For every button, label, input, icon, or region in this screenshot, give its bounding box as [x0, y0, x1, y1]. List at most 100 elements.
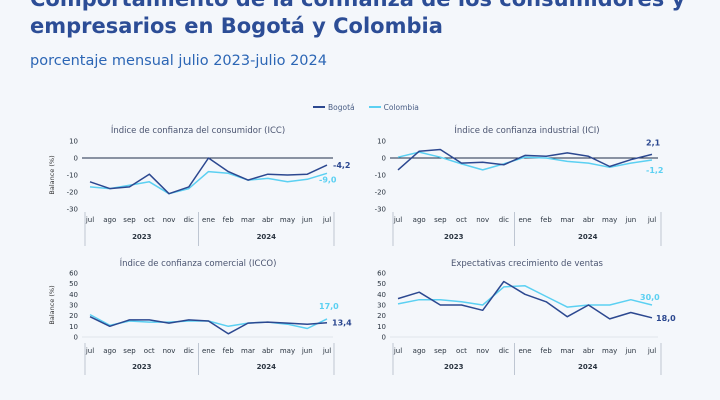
chart-legend: Bogotá Colombia	[313, 101, 433, 113]
ici-x-tick-label: abr	[583, 216, 595, 224]
icco-x-tick-label: abr	[262, 347, 274, 355]
icc-y-tick-label: -30	[67, 206, 78, 214]
ventas-chart-title: Expectativas crecimiento de ventas	[451, 259, 604, 269]
icco-x-tick-label: nov	[163, 347, 176, 355]
ventas-y-tick-label: 30	[377, 302, 386, 310]
ici-x-tick-label: sep	[434, 216, 447, 224]
icco-y-tick-label: 40	[69, 291, 78, 299]
icco-x-tick-label: may	[280, 347, 295, 355]
ici-series-line-colombia	[397, 151, 653, 171]
icc-x-tick-label: nov	[163, 216, 176, 224]
legend-swatch-bogota	[313, 106, 325, 108]
ventas-x-tick-label: jul	[647, 347, 656, 355]
ici-y-tick-label: 10	[377, 138, 386, 146]
icco-y-tick-label: 50	[69, 280, 78, 288]
icco-x-tick-label: oct	[144, 347, 155, 355]
ventas-y-tick-label: 40	[377, 291, 386, 299]
icco-series-line-bogota	[89, 316, 328, 335]
icco-y-tick-label: 30	[69, 302, 78, 310]
icc-x-tick-label: abr	[262, 216, 274, 224]
ici-y-tick-label: -30	[375, 206, 386, 214]
icc-y-axis-label: Balance (%)	[48, 155, 56, 194]
icc-series-line-bogota	[89, 157, 328, 195]
ventas-x-tick-label: ene	[518, 347, 531, 355]
icco-y-axis-label: Balance (%)	[48, 285, 56, 324]
ici-chart-title: Índice de confianza industrial (ICI)	[454, 124, 599, 136]
icco-x-tick-label: ago	[103, 347, 116, 355]
icco-year-label: 2023	[132, 363, 152, 371]
icco-y-tick-label: 10	[69, 323, 78, 331]
ici-x-tick-label: jul	[647, 216, 656, 224]
icco-end-label-colombia: 17,0	[319, 302, 339, 311]
ici-year-label: 2023	[444, 233, 464, 241]
icc-series-line-colombia	[89, 170, 328, 195]
ici-x-tick-label: mar	[560, 216, 574, 224]
ventas-series-line-bogota	[397, 280, 653, 320]
ventas-year-label: 2023	[444, 363, 464, 371]
ici-x-tick-label: oct	[456, 216, 467, 224]
ventas-x-tick-label: abr	[583, 347, 595, 355]
ventas-x-tick-label: may	[602, 347, 617, 355]
icc-x-tick-label: mar	[241, 216, 255, 224]
ventas-y-tick-label: 60	[377, 270, 386, 278]
ventas-series-line-colombia	[397, 285, 653, 308]
legend-item-colombia: Colombia	[368, 103, 419, 112]
icc-x-tick-label: jul	[322, 216, 331, 224]
icc-x-tick-label: ene	[202, 216, 215, 224]
ventas-y-tick-label: 20	[377, 312, 386, 320]
ici-x-tick-label: may	[602, 216, 617, 224]
ventas-end-label-colombia: 30,0	[640, 293, 660, 302]
legend-item-bogota: Bogotá	[313, 103, 355, 112]
ici-end-label-bogota: 2,1	[646, 138, 661, 147]
icco-x-tick-label: jun	[301, 347, 313, 355]
legend-swatch-colombia	[368, 106, 381, 108]
ici-y-tick-label: -20	[375, 189, 386, 197]
ventas-x-tick-label: feb	[541, 347, 553, 355]
icc-y-tick-label: 10	[69, 138, 78, 146]
icc-y-tick-label: -20	[67, 189, 78, 197]
ventas-x-tick-label: mar	[560, 347, 574, 355]
icco-x-tick-label: jul	[85, 347, 94, 355]
ici-x-tick-label: dic	[499, 216, 509, 224]
icc-y-tick-label: 0	[74, 155, 78, 163]
ici-x-tick-label: jun	[624, 216, 636, 224]
icco-end-label-bogota: 13,4	[332, 319, 352, 328]
legend-label-bogota: Bogotá	[328, 102, 355, 112]
icco-y-tick-label: 60	[69, 270, 78, 278]
ici-x-tick-label: ago	[413, 216, 426, 224]
icc-end-label-colombia: -9,0	[319, 175, 337, 184]
icc-x-tick-label: sep	[123, 216, 136, 224]
icc-x-tick-label: may	[280, 216, 295, 224]
ventas-x-tick-label: nov	[476, 347, 489, 355]
ventas-y-tick-label: 0	[382, 334, 386, 342]
ici-x-tick-label: ene	[518, 216, 531, 224]
icco-y-tick-label: 0	[74, 334, 78, 342]
ici-year-label: 2024	[578, 233, 598, 241]
ventas-y-tick-label: 10	[377, 323, 386, 331]
icc-year-label: 2024	[257, 233, 277, 241]
ventas-y-tick-label: 50	[377, 280, 386, 288]
icc-x-tick-label: oct	[144, 216, 155, 224]
ventas-x-tick-label: sep	[434, 347, 447, 355]
ici-x-tick-label: feb	[541, 216, 553, 224]
ventas-x-tick-label: jun	[624, 347, 636, 355]
ventas-x-tick-label: dic	[499, 347, 509, 355]
icc-year-label: 2023	[132, 233, 152, 241]
icc-chart-title: Índice de confianza del consumidor (ICC)	[111, 124, 285, 136]
ici-y-tick-label: 0	[382, 155, 386, 163]
icco-x-tick-label: mar	[241, 347, 255, 355]
page-subtitle: porcentaje mensual julio 2023-julio 2024	[30, 53, 327, 69]
icc-x-tick-label: jul	[85, 216, 94, 224]
ventas-x-tick-label: oct	[456, 347, 467, 355]
icco-year-label: 2024	[257, 363, 277, 371]
page-title: Comportamiento de la confianza de los co…	[30, 0, 685, 38]
icco-x-tick-label: ene	[202, 347, 215, 355]
icc-x-tick-label: dic	[184, 216, 194, 224]
icc-x-tick-label: jun	[301, 216, 313, 224]
ici-series-line-bogota	[397, 148, 653, 171]
icco-x-tick-label: dic	[184, 347, 194, 355]
ici-end-label-colombia: -1,2	[646, 166, 664, 175]
ventas-year-label: 2024	[578, 363, 598, 371]
icco-x-tick-label: sep	[123, 347, 136, 355]
